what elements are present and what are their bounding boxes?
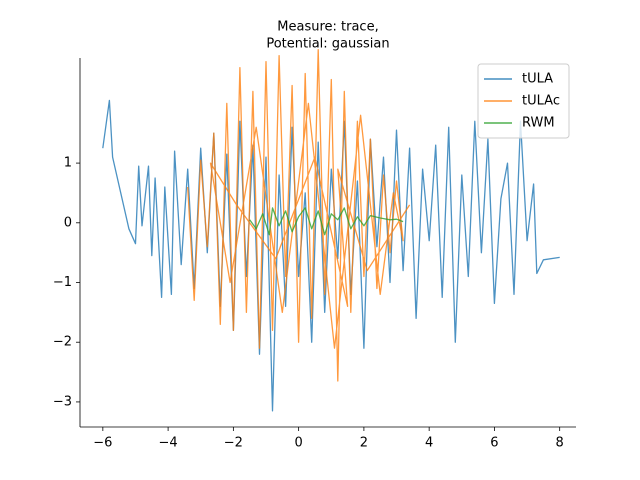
legend-label: RWM	[522, 116, 555, 131]
y-tick-label: 0	[64, 215, 72, 230]
series-line	[249, 207, 404, 236]
x-tick-label: 0	[294, 436, 302, 451]
x-tick-label: −4	[159, 436, 178, 451]
series-line	[102, 99, 560, 412]
x-tick-label: −2	[224, 436, 243, 451]
x-tick-label: −6	[93, 436, 112, 451]
legend-box	[477, 63, 570, 139]
x-tick-label: 8	[556, 436, 564, 451]
legend-label: tULAc	[522, 94, 560, 109]
chart-title: Potential: gaussian	[266, 37, 389, 52]
y-tick-label: −1	[53, 275, 72, 290]
y-tick-label: 1	[64, 156, 72, 171]
y-tick-label: −2	[53, 335, 72, 350]
y-tick-label: −3	[53, 394, 72, 409]
legend-label: tULA	[522, 72, 553, 87]
x-tick-label: 2	[360, 436, 368, 451]
x-tick-label: 4	[425, 436, 433, 451]
x-tick-label: 6	[490, 436, 498, 451]
series-line	[187, 48, 411, 382]
chart-title: Measure: trace,	[277, 20, 378, 35]
